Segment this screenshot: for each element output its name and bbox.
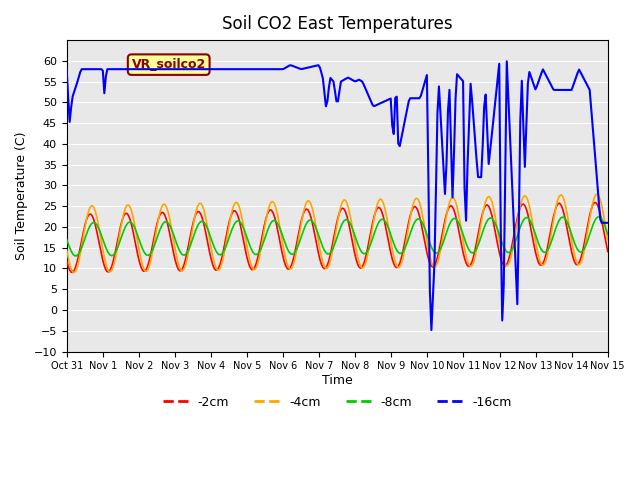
X-axis label: Time: Time bbox=[322, 374, 353, 387]
Y-axis label: Soil Temperature (C): Soil Temperature (C) bbox=[15, 132, 28, 260]
Text: VR_soilco2: VR_soilco2 bbox=[132, 58, 206, 71]
Title: Soil CO2 East Temperatures: Soil CO2 East Temperatures bbox=[222, 15, 452, 33]
Legend: -2cm, -4cm, -8cm, -16cm: -2cm, -4cm, -8cm, -16cm bbox=[157, 391, 516, 414]
